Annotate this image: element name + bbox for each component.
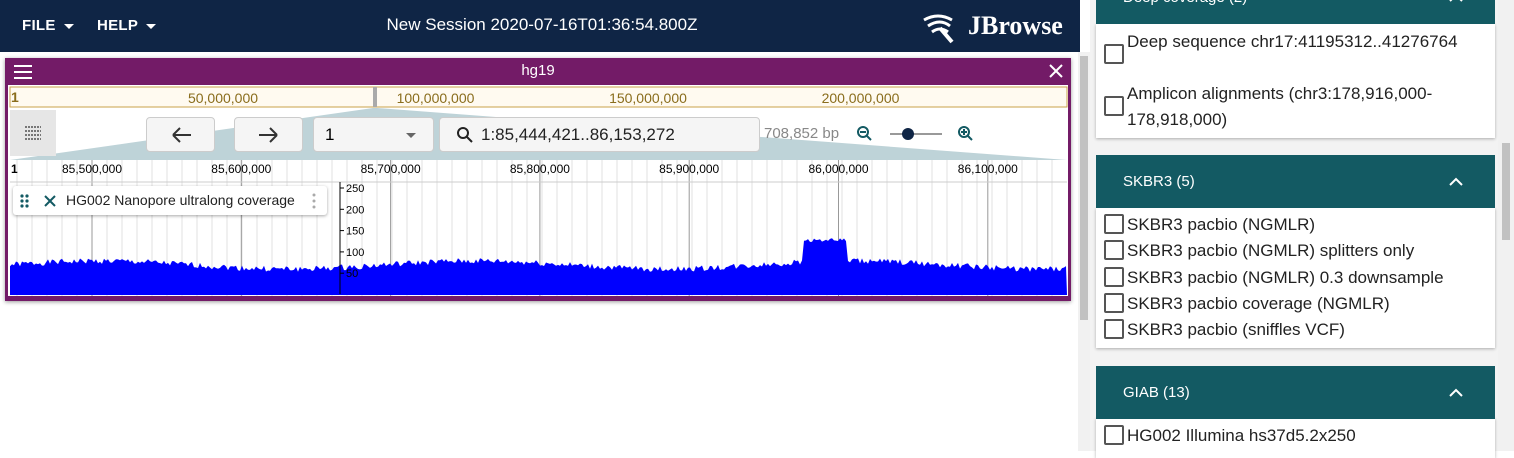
ruler-label: 85,500,000: [62, 162, 122, 176]
track-title: HG002 Illumina hs37d5.2x250: [1127, 426, 1356, 445]
track-checkbox[interactable]: Deep sequence chr17:41195312..41276764: [1104, 29, 1467, 64]
file-menu[interactable]: FILE: [22, 17, 74, 34]
view-canvas: 1 50,000,000 100,000,000 150,000,000 200,000…: [9, 86, 1068, 296]
overview-bar: [9, 86, 1068, 108]
y-tick-label: 100: [346, 247, 364, 259]
view-menu-button[interactable]: [14, 65, 34, 79]
category-title: SKBR3 (5): [1123, 173, 1195, 190]
checkbox[interactable]: [1104, 240, 1124, 261]
ruler-label: 86,000,000: [808, 162, 868, 176]
y-tick-label: 200: [346, 204, 364, 216]
category-title: Deep coverage (2): [1123, 0, 1247, 6]
location-search[interactable]: 1:85,444,421..86,153,272: [439, 117, 760, 152]
track-title: Deep sequence chr17:41195312..41276764: [1127, 32, 1458, 51]
zoom-controls[interactable]: [855, 124, 975, 144]
coverage-plot: [10, 238, 1067, 295]
track-selector-button[interactable]: [10, 110, 56, 156]
track-label: HG002 Nanopore ultralong coverage: [13, 186, 327, 215]
app-bar: FILE HELP New Session 2020-07-16T01:36:5…: [0, 0, 1080, 52]
ruler-label: 86,100,000: [958, 162, 1018, 176]
track-title: SKBR3 pacbio (sniffles VCF): [1127, 320, 1345, 340]
category-title: GIAB (13): [1123, 384, 1190, 401]
collapse-icon[interactable]: [1448, 388, 1464, 398]
drawer-scroll-thumb[interactable]: [1502, 143, 1510, 240]
overview-label: 100,000,000: [397, 90, 475, 106]
track-checkbox[interactable]: SKBR3 pacbio (NGMLR): [1104, 212, 1315, 238]
track-title: SKBR3 pacbio coverage (NGMLR): [1127, 293, 1390, 313]
y-tick-label: 150: [346, 226, 364, 238]
y-tick-label: 250: [346, 183, 364, 195]
scrollbar[interactable]: [1078, 52, 1090, 451]
overview-label: 150,000,000: [609, 90, 687, 106]
session-title: New Session 2020-07-16T01:36:54.800Z: [386, 15, 698, 34]
assembly-name: hg19: [521, 62, 555, 79]
overview-label: 50,000,000: [188, 90, 258, 106]
forward-button[interactable]: [234, 117, 303, 152]
category-card: [1096, 24, 1495, 138]
checkbox[interactable]: [1104, 266, 1124, 287]
ruler-start: 1: [11, 162, 18, 176]
track-checkbox[interactable]: SKBR3 pacbio (NGMLR) splitters only: [1104, 238, 1414, 264]
ruler-label: 85,600,000: [211, 162, 271, 176]
logo-text: JBrowse: [968, 11, 1063, 40]
collapse-icon[interactable]: [1448, 0, 1464, 3]
logo-icon: [923, 14, 954, 44]
refname: 1: [325, 125, 335, 144]
track-title: SKBR3 pacbio (NGMLR) 0.3 downsample: [1127, 267, 1444, 287]
track-checkbox[interactable]: SKBR3 pacbio (sniffles VCF): [1104, 317, 1345, 343]
y-tick-label: 50: [346, 268, 358, 280]
location-text: 1:85,444,421..86,153,272: [481, 125, 675, 144]
scroll-thumb[interactable]: [1080, 56, 1088, 320]
linear-genome-view: hg19 1 50,000,000 100,000,000 150,000,000 20…: [5, 58, 1071, 301]
overview-start: 1: [11, 89, 19, 105]
ruler-label: 85,900,000: [659, 162, 719, 176]
track-title: SKBR3 pacbio (NGMLR): [1127, 215, 1316, 234]
overview-marker: [373, 87, 377, 107]
overview-label: 200,000,000: [822, 90, 900, 106]
category-card: [1096, 208, 1495, 348]
track-checkbox[interactable]: Amplicon alignments (chr3:178,916,000-17…: [1104, 81, 1467, 133]
close-view[interactable]: [1049, 64, 1063, 78]
checkbox[interactable]: [1104, 96, 1124, 116]
refname-select[interactable]: 1: [313, 117, 434, 152]
category-header[interactable]: SKBR3 (5): [1096, 155, 1495, 208]
track-checkbox[interactable]: SKBR3 pacbio (NGMLR) 0.3 downsample: [1104, 265, 1444, 291]
checkbox[interactable]: [1104, 292, 1124, 313]
bp-width: 708,852 bp: [764, 125, 840, 142]
back-button[interactable]: [146, 117, 215, 152]
track-name: HG002 Nanopore ultralong coverage: [66, 192, 295, 208]
category-header[interactable]: Deep coverage (2): [1096, 0, 1495, 24]
help-menu[interactable]: HELP: [97, 17, 157, 34]
drawer-scrollbar[interactable]: [1498, 0, 1514, 451]
ruler-label: 85,800,000: [510, 162, 570, 176]
track-checkbox[interactable]: SKBR3 pacbio coverage (NGMLR): [1104, 291, 1390, 317]
category-header[interactable]: GIAB (13): [1096, 366, 1495, 419]
track-title: SKBR3 pacbio (NGMLR) splitters only: [1127, 241, 1415, 261]
checkbox[interactable]: [1104, 319, 1124, 340]
track-checkbox[interactable]: HG002 Illumina hs37d5.2x250: [1104, 423, 1356, 449]
checkbox[interactable]: [1104, 214, 1124, 234]
ruler-label: 85,700,000: [361, 162, 421, 176]
checkbox[interactable]: [1104, 44, 1124, 64]
track-title: Amplicon alignments (chr3:178,916,000-17…: [1127, 84, 1433, 129]
checkbox[interactable]: [1104, 425, 1124, 445]
collapse-icon[interactable]: [1448, 177, 1464, 187]
